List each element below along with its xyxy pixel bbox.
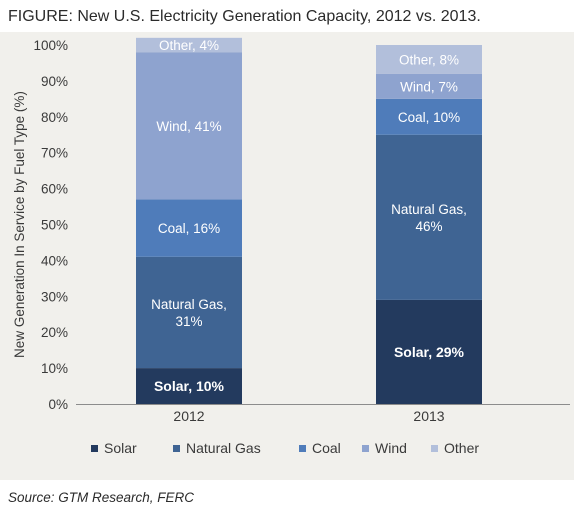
bar-wind-2012 <box>136 52 242 200</box>
bar-wind-2013 <box>376 73 482 99</box>
bar-other-2012 <box>136 37 242 53</box>
data-label-wind-2013: Wind, 7% <box>400 79 458 94</box>
y-tick-label: 0% <box>48 397 68 412</box>
y-tick-label: 80% <box>41 110 68 125</box>
y-tick-label: 50% <box>41 218 68 233</box>
x-tick-label-2013: 2013 <box>413 408 444 424</box>
bar-coal-2012 <box>136 199 242 257</box>
data-label-other-2012: Other, 4% <box>159 38 219 53</box>
bar-solar-2013 <box>376 299 482 404</box>
y-tick-label: 30% <box>41 289 68 304</box>
legend-label-wind: Wind <box>375 440 407 456</box>
y-tick-label: 70% <box>41 146 68 161</box>
legend-label-other: Other <box>444 440 480 456</box>
legend-swatch-wind <box>362 444 369 452</box>
x-tick-label-2012: 2012 <box>173 408 204 424</box>
y-axis-title: New Generation In Service by Fuel Type (… <box>12 91 27 358</box>
bar-other-2013 <box>376 45 482 74</box>
legend-item-coal: Coal <box>299 438 341 458</box>
chart-legend: Solar Natural Gas Coal Wind Other <box>0 438 574 458</box>
bar-solar-2012 <box>136 368 242 404</box>
legend-label-solar: Solar <box>104 440 137 456</box>
legend-label-coal: Coal <box>312 440 341 456</box>
data-label-wind-2012: Wind, 41% <box>156 119 221 134</box>
y-tick-label: 20% <box>41 325 68 340</box>
source-note: Source: GTM Research, FERC <box>8 490 195 505</box>
legend-swatch-other <box>431 444 438 452</box>
data-label-coal-2012: Coal, 16% <box>158 221 220 236</box>
y-tick-label: 100% <box>33 38 68 53</box>
bar-natural-gas-2012 <box>136 256 242 369</box>
data-label-other-2013: Other, 8% <box>399 52 459 67</box>
data-label-coal-2013: Coal, 10% <box>398 110 460 125</box>
y-tick-label: 60% <box>41 182 68 197</box>
legend-swatch-solar <box>91 444 98 452</box>
bar-coal-2013 <box>376 98 482 135</box>
y-tick-label: 40% <box>41 253 68 268</box>
data-label-solar-2013: Solar, 29% <box>394 344 465 360</box>
legend-item-wind: Wind <box>362 438 407 458</box>
legend-item-natural-gas: Natural Gas <box>173 438 261 458</box>
legend-label-natural-gas: Natural Gas <box>186 440 261 456</box>
data-label-natural-gas-2013: Natural Gas, 46% <box>391 202 467 234</box>
data-label-solar-2012: Solar, 10% <box>154 378 225 394</box>
legend-swatch-coal <box>299 444 306 452</box>
legend-item-other: Other <box>431 438 479 458</box>
y-tick-label: 90% <box>41 74 68 89</box>
legend-item-solar: Solar <box>91 438 137 458</box>
bar-natural-gas-2013 <box>376 134 482 300</box>
data-label-natural-gas-2012: Natural Gas, 31% <box>151 297 227 329</box>
y-tick-label: 10% <box>41 361 68 376</box>
legend-swatch-natural-gas <box>173 444 180 452</box>
figure-title: FIGURE: New U.S. Electricity Generation … <box>8 8 481 25</box>
